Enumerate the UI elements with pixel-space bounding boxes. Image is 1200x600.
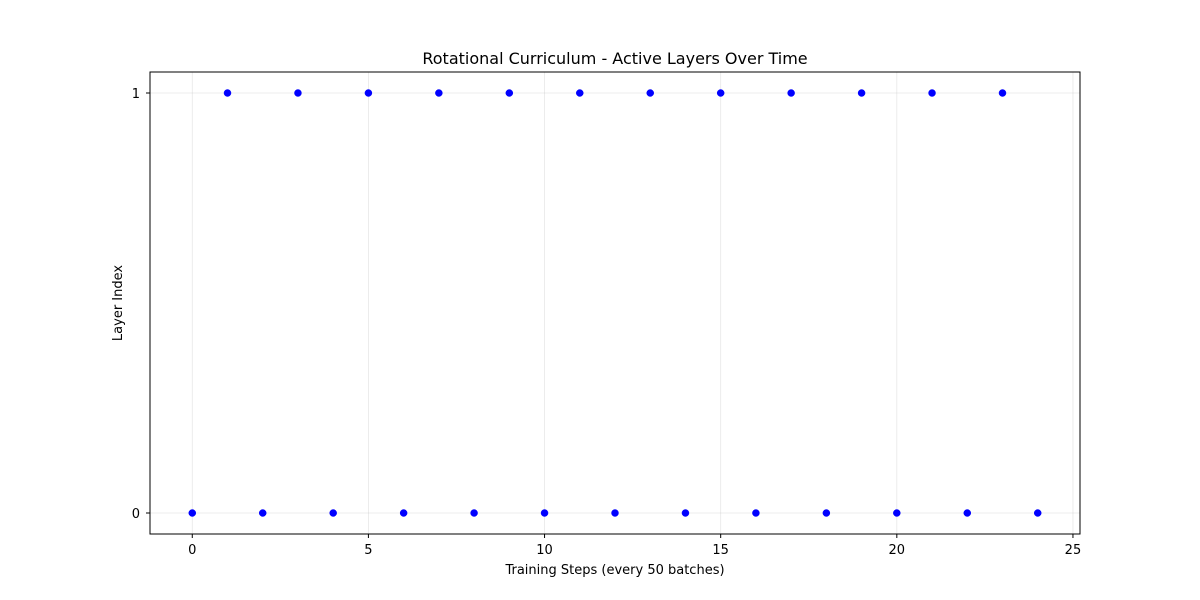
data-point [963, 509, 972, 517]
grid-layer [150, 72, 1080, 534]
y-axis-label: Layer Index [111, 265, 126, 341]
data-point [998, 89, 1007, 97]
data-point [893, 509, 901, 517]
y-tick-label: 1 [132, 87, 140, 102]
data-points [188, 89, 1042, 517]
data-point [787, 89, 795, 97]
x-tick-label: 20 [889, 543, 906, 558]
data-point [223, 89, 232, 97]
x-tick-label: 10 [536, 543, 553, 558]
data-point [188, 509, 197, 517]
x-tick-label: 0 [188, 543, 196, 558]
data-point [752, 509, 760, 517]
x-axis-label: Training Steps (every 50 batches) [504, 563, 724, 578]
x-tick-label: 25 [1065, 543, 1082, 558]
data-point [857, 89, 866, 97]
data-point [540, 509, 549, 517]
x-tick-label: 5 [364, 543, 372, 558]
data-point [716, 89, 725, 97]
data-point [646, 89, 654, 97]
tick-layer: 0 5 10 15 20 25 0 1 [132, 87, 1082, 558]
data-point [329, 509, 337, 517]
data-point [435, 89, 443, 97]
x-tick-label: 15 [712, 543, 729, 558]
y-tick-label: 0 [132, 507, 140, 522]
data-point [822, 509, 831, 517]
data-point [294, 89, 302, 97]
plot-area-frame [149, 71, 1081, 535]
data-point [505, 89, 514, 97]
data-point [258, 509, 267, 517]
data-point [928, 89, 936, 97]
data-point [364, 89, 373, 97]
data-point [576, 89, 584, 97]
data-point [681, 509, 690, 517]
data-point [1033, 509, 1042, 517]
data-point [470, 509, 478, 517]
data-point [611, 509, 619, 517]
chart-title: Rotational Curriculum - Active Layers Ov… [422, 49, 807, 68]
data-point [399, 509, 408, 517]
